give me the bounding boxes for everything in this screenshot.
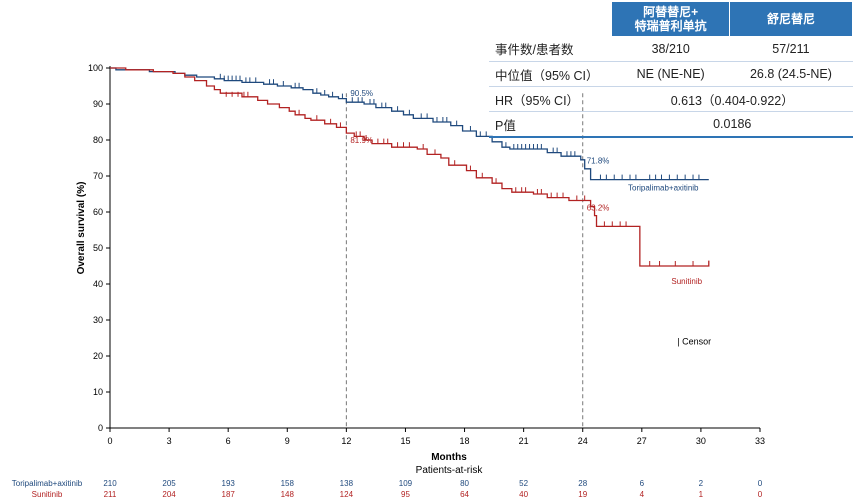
summary-header-sunitinib: 舒尼替尼: [728, 1, 854, 37]
risk-value: 148: [281, 490, 295, 499]
censor-legend: | Censor: [677, 336, 711, 346]
x-tick-label: 21: [519, 436, 529, 446]
row-label: 事件数/患者数: [489, 36, 612, 62]
row-value: 0.613（0.404-0.922）: [611, 86, 853, 112]
risk-value: 204: [162, 490, 176, 499]
risk-table-title: Patients-at-risk: [416, 465, 484, 476]
y-tick-label: 30: [93, 315, 103, 325]
series-label-toripalimab: Toripalimab+axitinib: [628, 183, 699, 192]
series-label-sunitinib: Sunitinib: [671, 277, 702, 286]
summary-row-p: P值 0.0186: [489, 111, 853, 138]
risk-value: 95: [401, 490, 410, 499]
risk-value: 6: [640, 479, 645, 488]
risk-value: 0: [758, 479, 763, 488]
risk-row-label: Sunitinib: [32, 490, 63, 499]
x-tick-label: 9: [285, 436, 290, 446]
summary-table: 阿替替尼+ 特瑞普利单抗 舒尼替尼 事件数/患者数 38/210 57/211 …: [489, 1, 854, 138]
summary-row-hr: HR（95% CI） 0.613（0.404-0.922）: [489, 86, 853, 112]
summary-row-median: 中位值（95% CI） NE (NE-NE) 26.8 (24.5-NE): [489, 61, 853, 87]
summary-header-combo: 阿替替尼+ 特瑞普利单抗: [611, 1, 730, 37]
row-label: P值: [489, 111, 612, 138]
risk-value: 52: [519, 479, 528, 488]
row-value: 26.8 (24.5-NE): [729, 61, 853, 87]
x-tick-label: 15: [400, 436, 410, 446]
x-tick-label: 30: [696, 436, 706, 446]
risk-value: 109: [399, 479, 413, 488]
risk-value: 80: [460, 479, 469, 488]
x-tick-label: 18: [460, 436, 470, 446]
x-tick-label: 0: [107, 436, 112, 446]
survival-annotation: 81.9%: [350, 136, 373, 145]
series-layer: 90.5% 71.8% 81.9% 63.2% Toripalimab+axitinib…: [110, 67, 711, 346]
y-tick-label: 10: [93, 387, 103, 397]
y-tick-label: 0: [98, 423, 103, 433]
row-value: NE (NE-NE): [611, 61, 730, 87]
y-tick-label: 80: [93, 135, 103, 145]
x-tick-label: 6: [226, 436, 231, 446]
risk-value: 1: [699, 490, 704, 499]
x-tick-label: 3: [167, 436, 172, 446]
risk-value: 211: [104, 490, 117, 499]
risk-value: 138: [340, 479, 354, 488]
risk-value: 158: [281, 479, 295, 488]
risk-value: 40: [519, 490, 528, 499]
y-tick-label: 90: [93, 99, 103, 109]
y-tick-label: 40: [93, 279, 103, 289]
x-axis-label: Months: [431, 452, 467, 463]
header-combo-line2: 特瑞普利单抗: [634, 19, 707, 33]
y-tick-label: 50: [93, 243, 103, 253]
axes: 0 3 6 9 12 15 18 21 24 27 30 33 0 10 20 30 40 50 60 70 80 90 1…: [76, 63, 765, 463]
risk-row-label: Toripalimab+axitinib: [12, 479, 83, 488]
y-tick-label: 60: [93, 207, 103, 217]
summary-row-events: 事件数/患者数 38/210 57/211: [489, 36, 853, 62]
risk-value: 28: [578, 479, 587, 488]
y-tick-label: 100: [88, 63, 103, 73]
row-value: 0.0186: [611, 111, 853, 138]
x-tick-label: 33: [755, 436, 765, 446]
y-tick-label: 20: [93, 351, 103, 361]
risk-value: 193: [222, 479, 236, 488]
risk-value: 187: [222, 490, 236, 499]
row-label: 中位值（95% CI）: [489, 61, 612, 87]
risk-value: 64: [460, 490, 469, 499]
row-value: 38/210: [611, 36, 730, 62]
survival-annotation: 90.5%: [350, 89, 373, 98]
y-axis-label: Overall survival (%): [76, 182, 87, 275]
row-label: HR（95% CI）: [489, 86, 612, 112]
risk-value: 210: [103, 479, 117, 488]
survival-annotation: 71.8%: [587, 157, 610, 166]
x-tick-label: 27: [637, 436, 647, 446]
summary-header-empty: [489, 1, 612, 37]
risk-value: 205: [162, 479, 176, 488]
survival-annotation: 63.2%: [587, 203, 610, 212]
row-value: 57/211: [729, 36, 853, 62]
risk-value: 124: [340, 490, 354, 499]
survival-curve-toripalimab: [110, 67, 709, 181]
survival-curve-sunitinib: [110, 67, 710, 267]
summary-header-row: 阿替替尼+ 特瑞普利单抗 舒尼替尼: [489, 1, 854, 37]
risk-value: 4: [640, 490, 645, 499]
y-tick-label: 70: [93, 171, 103, 181]
header-combo-line1: 阿替替尼+: [643, 5, 699, 19]
risk-value: 0: [758, 490, 763, 499]
x-tick-label: 24: [578, 436, 588, 446]
risk-value: 19: [578, 490, 587, 499]
risk-value: 2: [699, 479, 704, 488]
x-tick-label: 12: [341, 436, 351, 446]
